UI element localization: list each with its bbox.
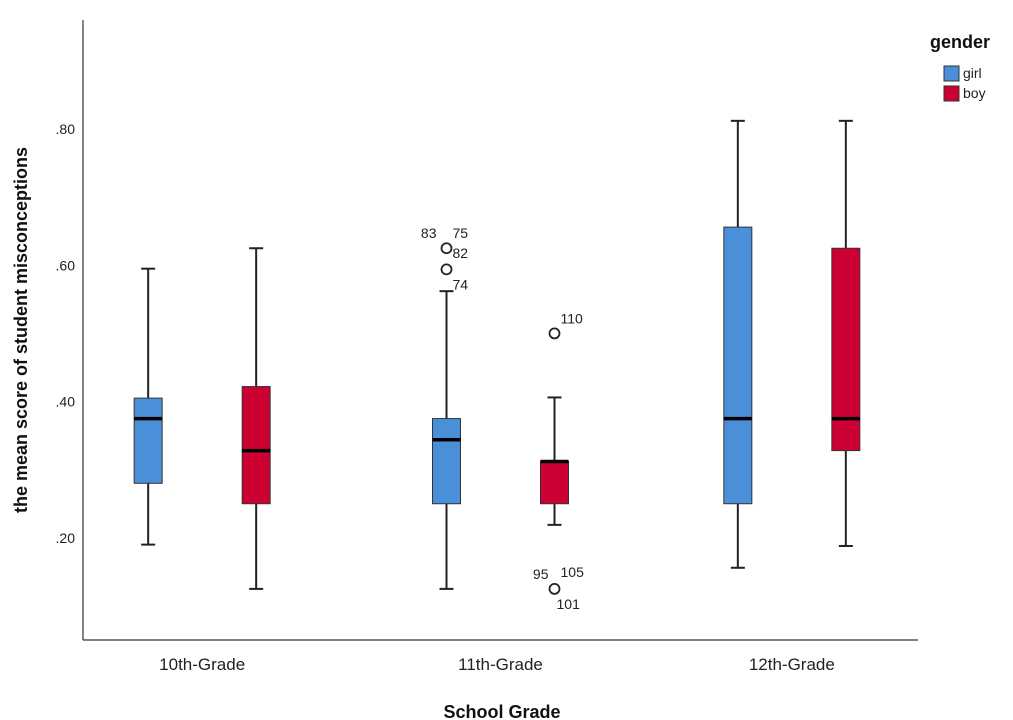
x-tick-label: 11th-Grade — [458, 655, 543, 674]
legend-swatch-boy — [943, 85, 960, 102]
outlier-label: 95 — [533, 566, 549, 582]
box-iqr — [723, 226, 753, 505]
y-tick-label: .40 — [56, 394, 76, 410]
box-boy-2 — [831, 119, 861, 547]
box-boy-0 — [241, 247, 271, 590]
x-axis-title: School Grade — [443, 702, 560, 720]
box-girl-0 — [133, 267, 163, 546]
outlier-label: 83 — [421, 225, 437, 241]
box-girl-1: 83 75 82 74 — [421, 225, 469, 590]
box-iqr — [432, 418, 461, 505]
series-boy: 110 95 105 101 — [241, 119, 861, 612]
outlier-point — [548, 583, 561, 595]
y-tick-label: .20 — [56, 530, 76, 546]
y-axis-title: the mean score of student misconceptions — [11, 147, 31, 513]
box-girl-2 — [723, 119, 753, 569]
box-series: 83 75 82 74 110 95 105 101 — [133, 119, 861, 612]
legend-title: gender — [930, 32, 990, 52]
outlier-label: 82 — [453, 245, 469, 261]
x-axis-ticks: 10th-Grade 11th-Grade 12th-Grade — [159, 655, 835, 674]
outlier-label: 110 — [561, 310, 584, 326]
y-tick-label: .60 — [56, 257, 76, 273]
series-girl: 83 75 82 74 — [133, 119, 753, 590]
outlier-label: 101 — [557, 596, 581, 612]
y-tick-label: .80 — [56, 121, 76, 137]
legend-label-girl: girl — [963, 65, 982, 81]
legend-label-boy: boy — [963, 85, 986, 101]
outlier-label: 105 — [561, 564, 585, 580]
outlier-label: 75 — [453, 225, 469, 241]
outlier-label: 74 — [453, 276, 469, 292]
legend: gender girl boy — [930, 32, 990, 102]
x-tick-label: 12th-Grade — [749, 655, 835, 674]
outlier-point — [548, 327, 561, 340]
box-iqr — [241, 386, 271, 505]
outlier-point — [440, 242, 453, 255]
legend-swatch-girl — [943, 65, 960, 82]
x-tick-label: 10th-Grade — [159, 655, 245, 674]
y-axis-ticks: .20 .40 .60 .80 — [56, 121, 76, 546]
box-boy-1: 110 95 105 101 — [533, 310, 584, 611]
outlier-point — [440, 263, 453, 276]
box-iqr — [133, 397, 163, 484]
box-iqr — [540, 460, 569, 505]
